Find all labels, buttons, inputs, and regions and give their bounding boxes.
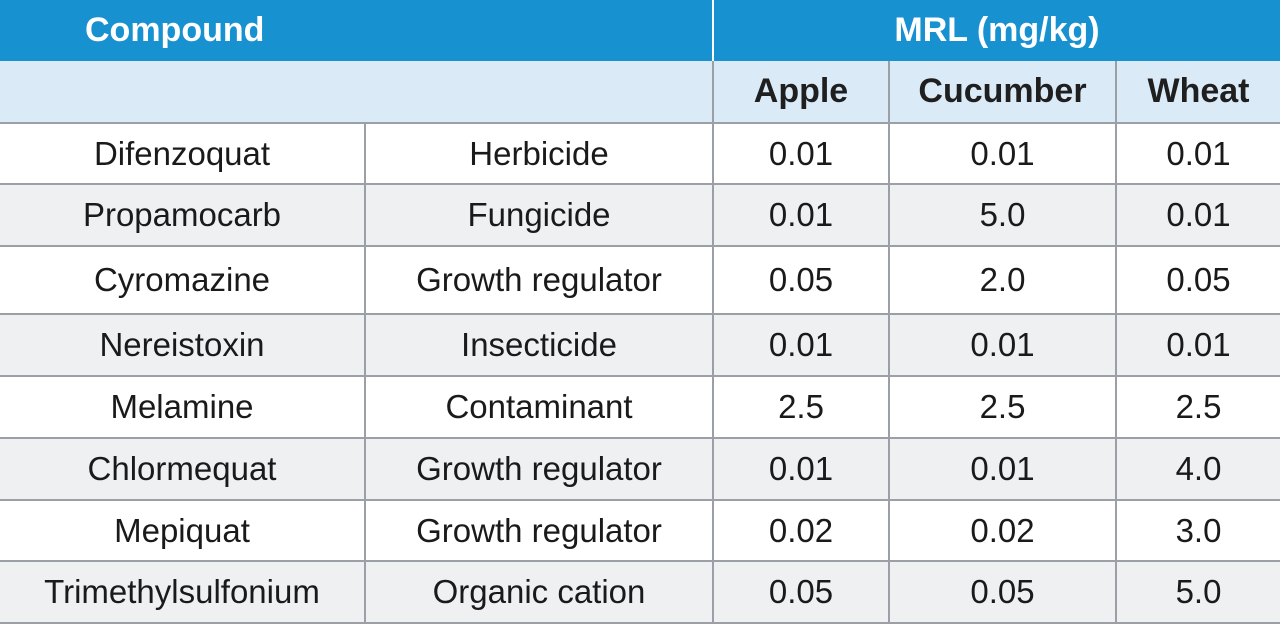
compound-cell: Mepiquat bbox=[0, 500, 365, 562]
wheat-mrl-cell: 5.0 bbox=[1115, 561, 1280, 624]
wheat-mrl-cell: 4.0 bbox=[1115, 438, 1280, 501]
table-row: Propamocarb Fungicide 0.01 5.0 0.01 bbox=[0, 184, 1280, 247]
cucumber-mrl-cell: 2.5 bbox=[888, 376, 1116, 439]
wheat-mrl-cell: 0.01 bbox=[1115, 314, 1280, 377]
type-cell: Growth regulator bbox=[364, 500, 713, 562]
type-cell: Herbicide bbox=[364, 123, 713, 185]
cucumber-mrl-cell: 0.01 bbox=[888, 438, 1116, 501]
compound-cell: Nereistoxin bbox=[0, 314, 365, 377]
compound-cell: Chlormequat bbox=[0, 438, 365, 501]
subheader-row: Apple Cucumber Wheat bbox=[0, 61, 1280, 124]
type-cell: Growth regulator bbox=[364, 438, 713, 501]
cucumber-mrl-cell: 5.0 bbox=[888, 184, 1116, 247]
cucumber-mrl-cell: 0.01 bbox=[888, 123, 1116, 185]
mrl-header: MRL (mg/kg) bbox=[712, 0, 1280, 61]
compound-cell: Difenzoquat bbox=[0, 123, 365, 185]
apple-mrl-cell: 0.01 bbox=[712, 438, 889, 501]
table-row: Nereistoxin Insecticide 0.01 0.01 0.01 bbox=[0, 314, 1280, 377]
wheat-mrl-cell: 2.5 bbox=[1115, 376, 1280, 439]
table-row: Cyromazine Growth regulator 0.05 2.0 0.0… bbox=[0, 246, 1280, 315]
type-cell: Fungicide bbox=[364, 184, 713, 247]
apple-mrl-cell: 0.05 bbox=[712, 561, 889, 624]
table-row: Difenzoquat Herbicide 0.01 0.01 0.01 bbox=[0, 123, 1280, 185]
header-band: Compound MRL (mg/kg) bbox=[0, 0, 1280, 61]
cucumber-mrl-cell: 0.02 bbox=[888, 500, 1116, 562]
type-cell: Growth regulator bbox=[364, 246, 713, 315]
apple-mrl-cell: 0.01 bbox=[712, 123, 889, 185]
apple-mrl-cell: 2.5 bbox=[712, 376, 889, 439]
table-row: Melamine Contaminant 2.5 2.5 2.5 bbox=[0, 376, 1280, 439]
col-header-cucumber: Cucumber bbox=[888, 61, 1116, 124]
wheat-mrl-cell: 0.01 bbox=[1115, 123, 1280, 185]
table-row: Mepiquat Growth regulator 0.02 0.02 3.0 bbox=[0, 500, 1280, 562]
cucumber-mrl-cell: 2.0 bbox=[888, 246, 1116, 315]
cucumber-mrl-cell: 0.05 bbox=[888, 561, 1116, 624]
col-header-apple: Apple bbox=[712, 61, 889, 124]
cucumber-mrl-cell: 0.01 bbox=[888, 314, 1116, 377]
wheat-mrl-cell: 0.05 bbox=[1115, 246, 1280, 315]
table-row: Chlormequat Growth regulator 0.01 0.01 4… bbox=[0, 438, 1280, 501]
compound-header: Compound bbox=[0, 0, 713, 61]
apple-mrl-cell: 0.05 bbox=[712, 246, 889, 315]
wheat-mrl-cell: 0.01 bbox=[1115, 184, 1280, 247]
apple-mrl-cell: 0.01 bbox=[712, 184, 889, 247]
compound-cell: Melamine bbox=[0, 376, 365, 439]
table-row: Trimethylsulfonium Organic cation 0.05 0… bbox=[0, 561, 1280, 624]
compound-cell: Cyromazine bbox=[0, 246, 365, 315]
wheat-mrl-cell: 3.0 bbox=[1115, 500, 1280, 562]
compound-cell: Propamocarb bbox=[0, 184, 365, 247]
type-cell: Organic cation bbox=[364, 561, 713, 624]
col-header-wheat: Wheat bbox=[1115, 61, 1280, 124]
type-cell: Contaminant bbox=[364, 376, 713, 439]
apple-mrl-cell: 0.02 bbox=[712, 500, 889, 562]
table-body: Difenzoquat Herbicide 0.01 0.01 0.01 Pro… bbox=[0, 123, 1280, 624]
apple-mrl-cell: 0.01 bbox=[712, 314, 889, 377]
type-cell: Insecticide bbox=[364, 314, 713, 377]
compound-cell: Trimethylsulfonium bbox=[0, 561, 365, 624]
subheader-blank bbox=[0, 61, 713, 124]
